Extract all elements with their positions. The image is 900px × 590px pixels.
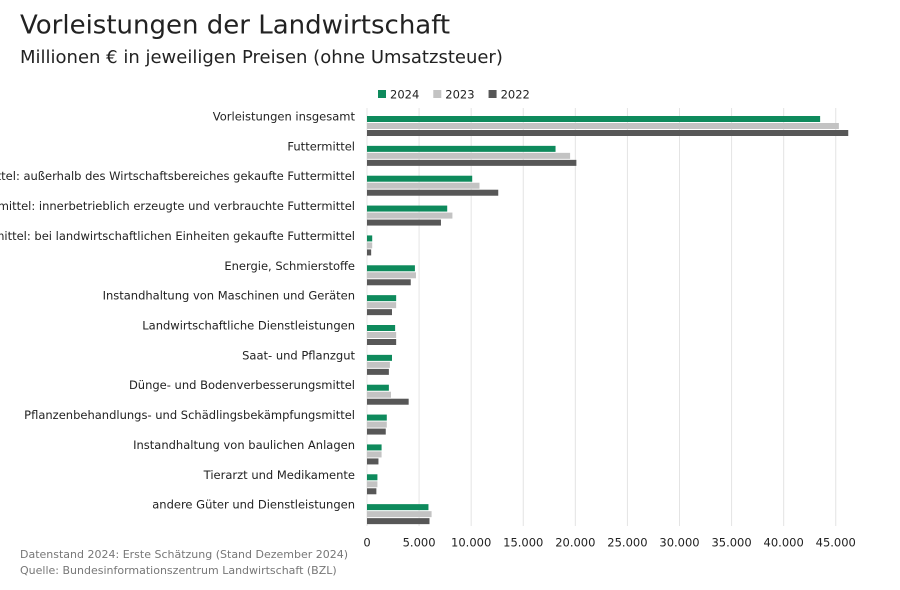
y-tick-label: andere Güter und Dienstleistungen — [152, 498, 355, 512]
y-tick-label: Instandhaltung von Maschinen und Geräten — [103, 289, 355, 303]
bar — [367, 474, 378, 481]
bar — [367, 398, 409, 405]
bar — [367, 219, 441, 226]
bar — [367, 339, 397, 345]
y-tick-label: Tierarzt und Medikamente — [203, 468, 355, 482]
x-tick-label: 25.000 — [607, 536, 647, 550]
chart-title: Vorleistungen der Landwirtschaft — [20, 11, 450, 41]
x-tick-label: 5.000 — [403, 536, 436, 550]
bar — [367, 451, 382, 458]
bar — [367, 249, 372, 256]
bar — [367, 116, 821, 122]
bar — [367, 123, 839, 129]
x-tick-label: 15.000 — [503, 536, 543, 550]
y-tick-label: Saat- und Pflanzgut — [242, 348, 355, 362]
bar — [367, 384, 389, 391]
bar — [367, 272, 416, 279]
bar — [367, 325, 396, 331]
bar — [367, 279, 411, 286]
bar — [367, 421, 387, 428]
chart-subtitle: Millionen € in jeweiligen Preisen (ohne … — [20, 47, 503, 68]
bar — [367, 235, 373, 242]
y-tick-label: Pflanzenbehandlungs- und Schädlingsbekäm… — [24, 408, 355, 422]
bar — [367, 302, 397, 309]
bar — [367, 481, 378, 488]
bar — [367, 488, 377, 495]
bar — [367, 212, 453, 219]
bar — [367, 518, 430, 525]
x-tick-label: 10.000 — [451, 536, 491, 550]
y-tick-label: Futtermittel: bei landwirtschaftlichen E… — [0, 229, 355, 243]
y-tick-label: Dünge- und Bodenverbesserungsmittel — [129, 378, 355, 392]
bar — [367, 368, 389, 375]
bar — [367, 504, 429, 511]
y-tick-label: Futtermittel: innerbetrieblich erzeugte … — [0, 199, 355, 213]
bar — [367, 265, 415, 272]
y-tick-label: Landwirtschaftliche Dienstleistungen — [142, 319, 355, 333]
legend-swatch — [433, 90, 442, 98]
bar — [367, 354, 392, 361]
legend-swatch — [378, 90, 386, 98]
y-tick-label: Energie, Schmierstoffe — [224, 259, 355, 273]
legend-swatch — [488, 90, 497, 98]
bar — [367, 332, 397, 338]
x-tick-label: 0 — [363, 536, 370, 550]
bar — [367, 361, 390, 368]
note: Datenstand 2024: Erste Schätzung (Stand … — [20, 548, 348, 561]
bar — [367, 189, 499, 196]
note: Quelle: Bundesinformationszentrum Landwi… — [20, 564, 337, 577]
legend-label: 2024 — [390, 88, 419, 102]
y-tick-label: Vorleistungen insgesamt — [213, 110, 356, 124]
y-tick-label: Futtermittel — [287, 139, 355, 153]
bar — [367, 428, 386, 435]
bar — [367, 458, 379, 465]
bar — [367, 130, 849, 136]
bar — [367, 414, 387, 421]
x-tick-label: 20.000 — [555, 536, 595, 550]
bar — [367, 391, 391, 398]
bar — [367, 182, 480, 189]
x-tick-label: 35.000 — [711, 536, 751, 550]
bar — [367, 511, 432, 518]
y-tick-label: Instandhaltung von baulichen Anlagen — [133, 438, 355, 452]
y-tick-label: Futtermittel: außerhalb des Wirtschaftsb… — [0, 169, 355, 183]
bar — [367, 145, 556, 152]
bar — [367, 152, 571, 159]
legend-label: 2023 — [445, 88, 474, 102]
bar — [367, 309, 392, 316]
bar — [367, 159, 577, 166]
bar — [367, 295, 397, 302]
x-tick-label: 30.000 — [659, 536, 699, 550]
bar — [367, 242, 373, 249]
bar — [367, 205, 448, 212]
x-tick-label: 40.000 — [764, 536, 804, 550]
bar — [367, 175, 473, 182]
bar — [367, 444, 382, 451]
x-tick-label: 45.000 — [816, 536, 856, 550]
legend-label: 2022 — [501, 88, 530, 102]
